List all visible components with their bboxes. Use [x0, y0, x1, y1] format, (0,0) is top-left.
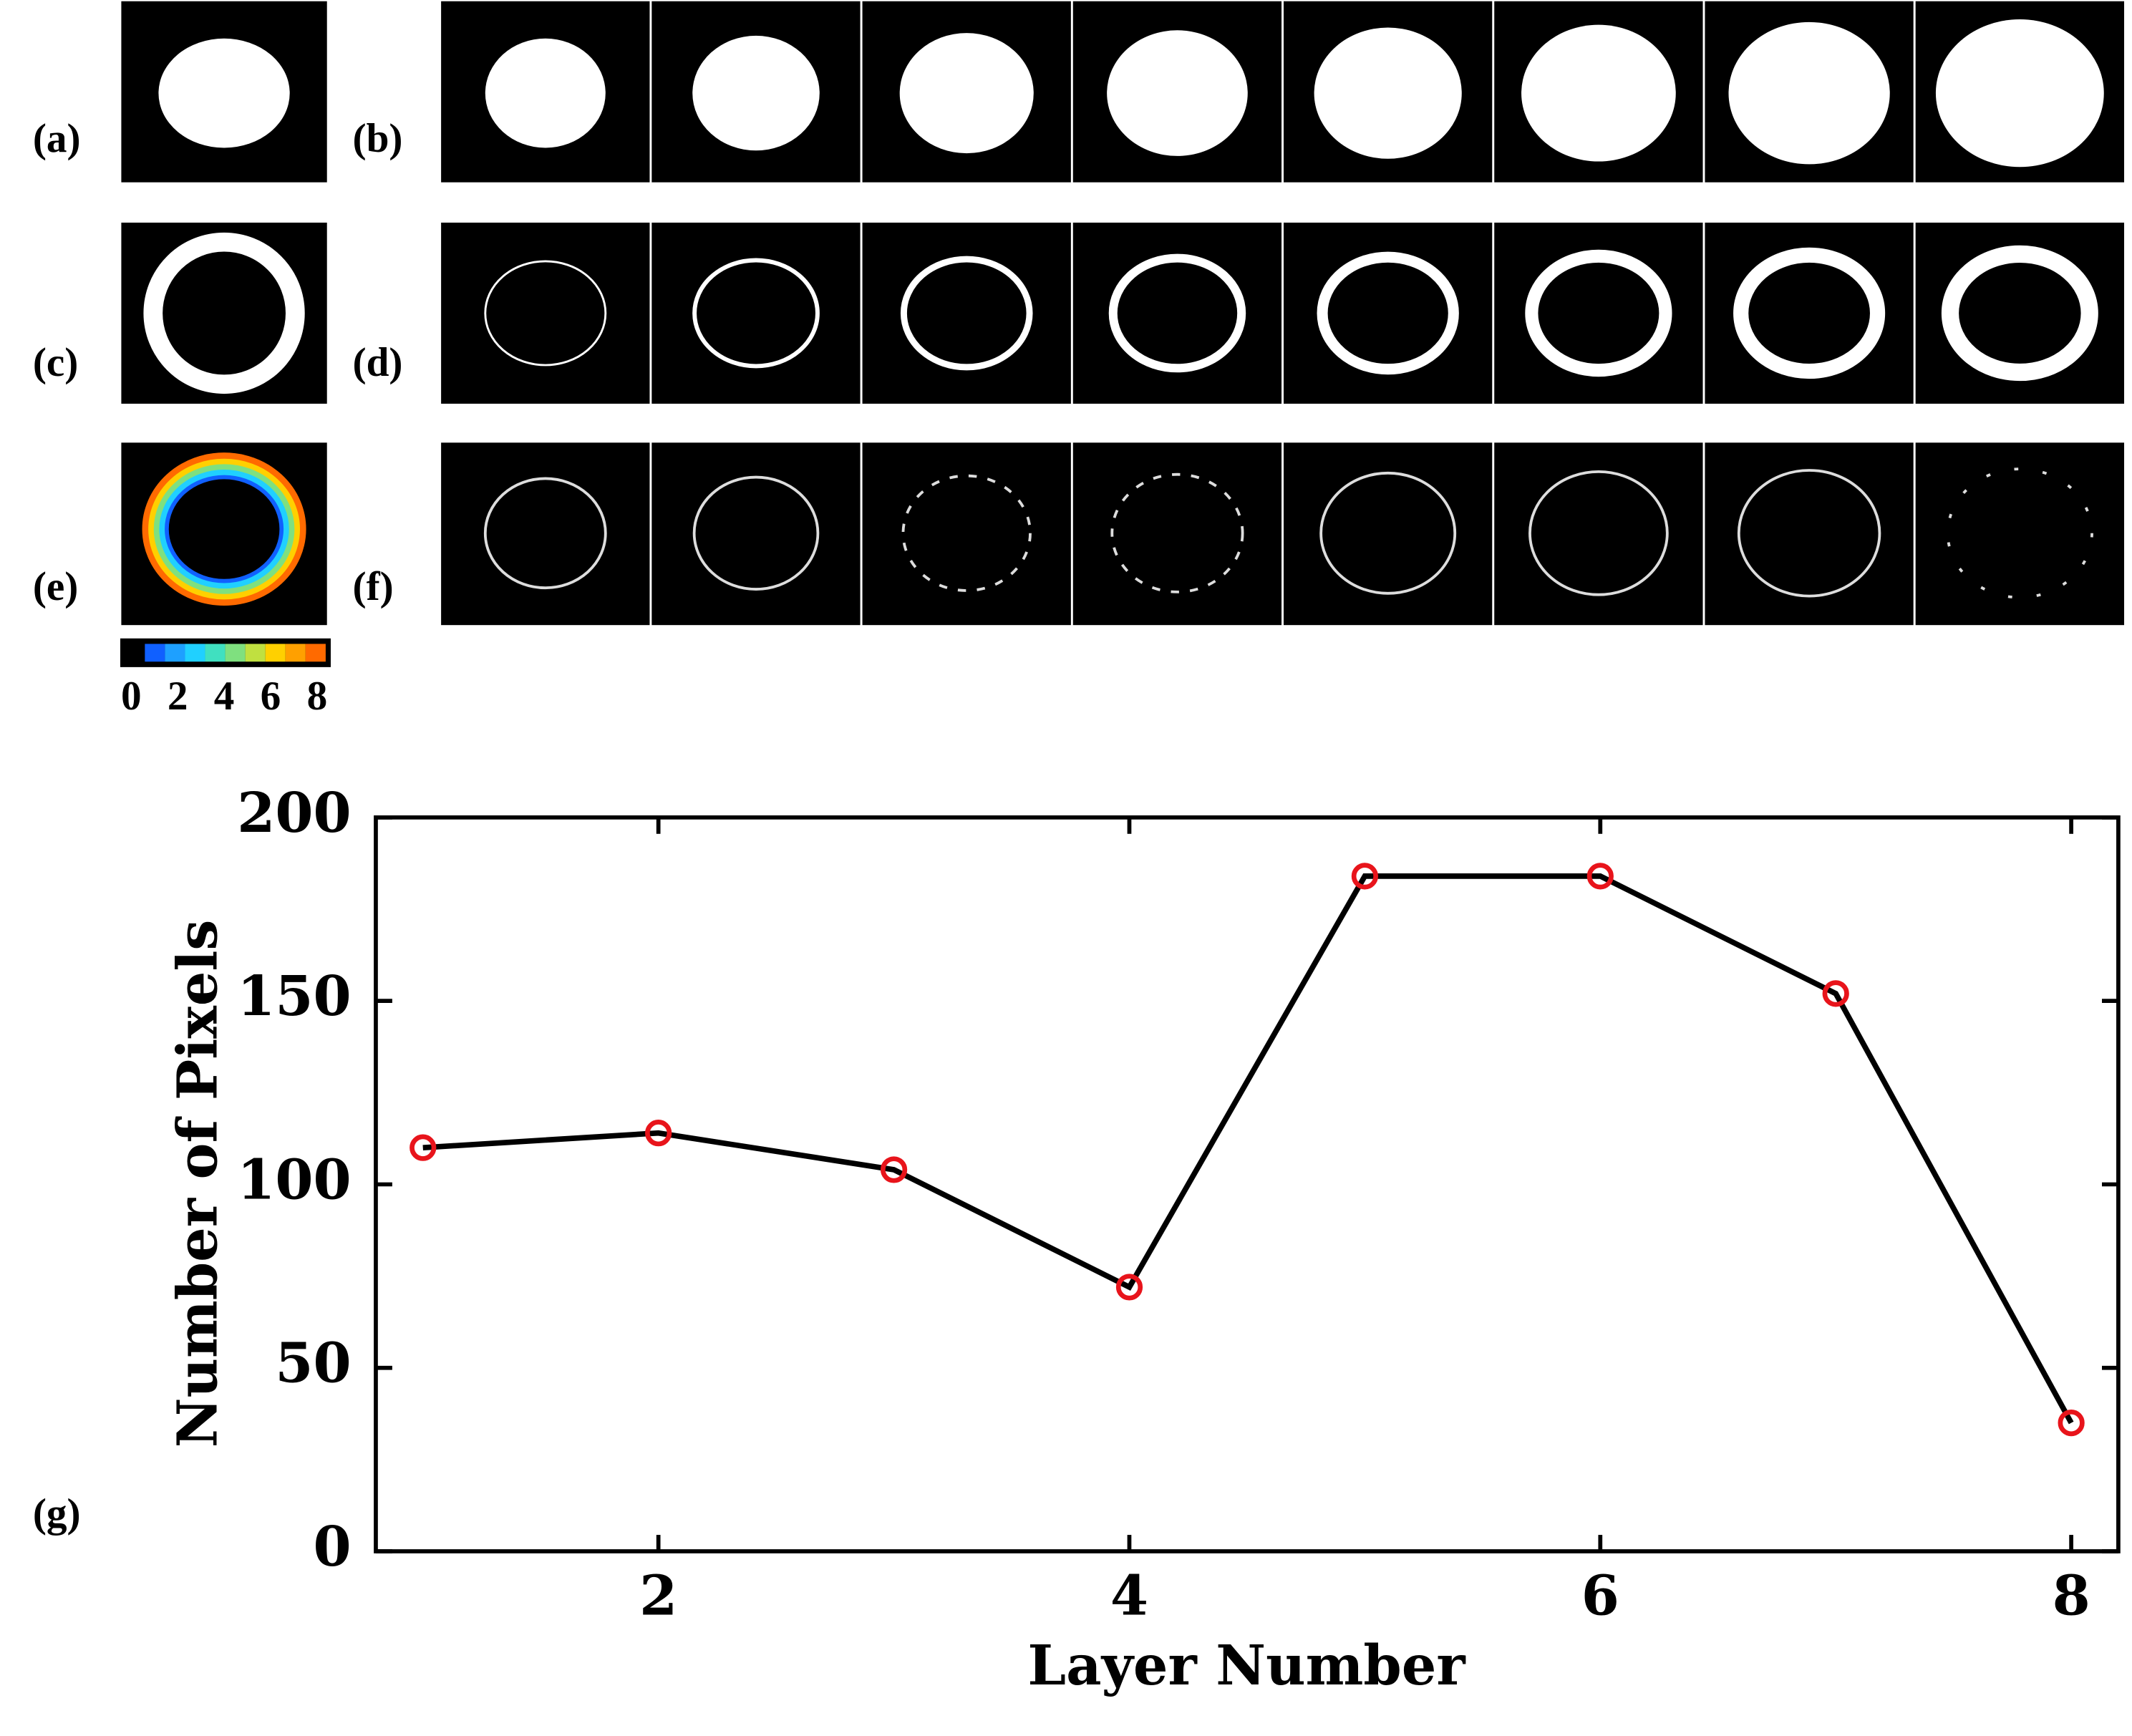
shape [901, 474, 1032, 592]
panel-label: (e) [33, 564, 79, 609]
y-axis-title: Number of Pixels [166, 920, 231, 1448]
shape [899, 33, 1034, 154]
y-tick-label: 200 [237, 781, 351, 845]
panel-label: (c) [33, 340, 79, 385]
colorbar-tick-label: 0 [121, 674, 142, 719]
image-tile [649, 440, 863, 628]
colorbar-swatch [285, 644, 306, 662]
shape [159, 470, 289, 589]
image-tile [860, 220, 1073, 406]
image-tile [1070, 220, 1284, 406]
data-point [1822, 980, 1849, 1007]
image-tile [1913, 440, 2126, 628]
x-tick-label: 2 [639, 1564, 677, 1629]
plot-frame [374, 815, 2121, 1553]
y-tick-label: 50 [275, 1332, 351, 1396]
y-tick-label: 150 [237, 964, 351, 1029]
colorbar-swatch [165, 644, 185, 662]
y-tick-label: 0 [313, 1515, 351, 1579]
colorbar-swatch [205, 644, 226, 662]
colorbar-tick-label: 4 [214, 674, 235, 719]
panel-label: (g) [33, 1490, 81, 1536]
data-point [645, 1120, 672, 1147]
shape [1733, 247, 1886, 379]
shape [1107, 30, 1248, 156]
colorbar-swatch [145, 644, 165, 662]
shape [484, 260, 607, 367]
shape [1108, 253, 1246, 373]
panel-label: (f) [353, 564, 394, 609]
shape [485, 38, 606, 148]
shape [1528, 470, 1669, 596]
x-tick-label: 8 [2053, 1564, 2090, 1629]
data-point [2058, 1409, 2085, 1437]
shape [1946, 467, 2093, 599]
image-tile [860, 440, 1073, 628]
shape [692, 258, 820, 369]
shape [1317, 251, 1459, 375]
shape [158, 38, 290, 148]
shape [1935, 19, 2104, 168]
colorbar-swatch [225, 644, 246, 662]
shape [1737, 469, 1881, 598]
shape [1521, 24, 1676, 162]
colorbar-swatch [245, 644, 266, 662]
colorbar-tick-label: 2 [168, 674, 188, 719]
shape [1110, 472, 1244, 593]
colorbar-swatch [185, 644, 205, 662]
panel-label: (d) [353, 340, 403, 385]
data-point [880, 1156, 908, 1183]
shape [1319, 471, 1457, 595]
image-tile [439, 440, 652, 628]
shape [692, 475, 820, 591]
image-tile [1281, 440, 1495, 628]
shape [1941, 245, 2098, 382]
colorbar-swatch [305, 644, 326, 662]
data-line [422, 873, 2074, 1425]
shape [900, 256, 1033, 371]
image-tile [1070, 440, 1284, 628]
shape [692, 35, 820, 151]
image-tile [1492, 440, 1705, 628]
image-tile [439, 220, 652, 406]
image-tile [649, 220, 863, 406]
panel-label: (b) [353, 116, 403, 161]
data-point [1351, 863, 1379, 890]
image-panels [119, 0, 2126, 628]
x-tick-label: 6 [1581, 1564, 1619, 1629]
colorbar-tick-label: 8 [307, 674, 328, 719]
data-point [1586, 863, 1614, 890]
y-tick-label: 100 [237, 1148, 351, 1212]
panel-label: (a) [33, 116, 81, 161]
shape [1728, 21, 1890, 165]
image-tile [1492, 220, 1705, 406]
shape [165, 475, 284, 583]
colorbar-tick-label: 6 [261, 674, 281, 719]
data-point [1115, 1274, 1143, 1301]
shape [1525, 249, 1672, 377]
x-tick-label: 4 [1110, 1564, 1148, 1629]
colorbar-swatch [265, 644, 286, 662]
data-point [410, 1134, 437, 1161]
image-tile [1281, 220, 1495, 406]
shape [1314, 27, 1462, 159]
shape [143, 232, 305, 394]
x-axis-title: Layer Number [1027, 1634, 1465, 1698]
shape [483, 477, 607, 590]
